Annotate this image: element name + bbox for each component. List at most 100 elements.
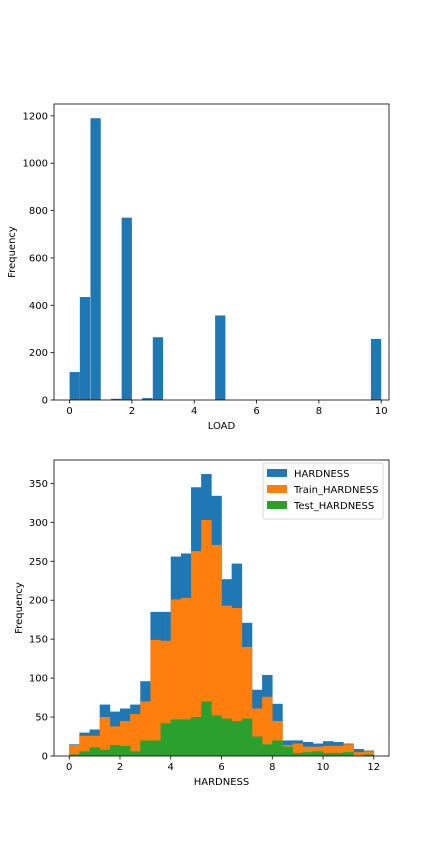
histogram-bar-test-hardness [343,752,354,756]
histogram-bar-train-hardness [231,608,243,756]
histogram-bar [79,296,91,400]
histogram-bar-test-hardness [69,754,80,756]
histogram-bar-train-hardness [150,639,161,756]
x-axis-label: LOAD [208,421,236,432]
histogram-bar-test-hardness [79,751,90,756]
histogram-bar [111,398,122,400]
legend-entry: HARDNESS [294,469,350,480]
histogram-bar-train-hardness [99,717,111,756]
y-tick-label: 300 [29,518,48,529]
legend-swatch [267,469,287,477]
x-tick-label: 10 [375,406,388,417]
histogram-bar-train-hardness [363,751,375,756]
histogram-bar-test-hardness [292,752,304,756]
x-tick-label: 4 [168,762,174,773]
histogram-bar [370,338,382,400]
y-tick-label: 200 [29,348,48,359]
y-tick-label: 800 [29,206,48,217]
histogram-bar-test-hardness [221,718,232,756]
histogram-bar-train-hardness [160,640,172,756]
x-tick-label: 6 [253,406,259,417]
histogram-bar-test-hardness [191,717,202,756]
histogram-bar-test-hardness [99,749,111,756]
y-tick-label: 400 [29,301,48,312]
x-tick-label: 0 [66,406,72,417]
legend-swatch [267,501,287,509]
histogram-bar-test-hardness [201,701,212,756]
y-tick-label: 100 [29,674,48,685]
x-axis-label: HARDNESS [194,777,250,788]
histogram-bar-test-hardness [89,747,100,756]
histogram-bar-test-hardness [272,740,283,756]
y-tick-label: 0 [42,396,48,407]
plot-frame [53,103,390,401]
load-histogram: 0 2 4 6 8 10 0 200 400 600 800 1000 1200 LOAD Frequenc… [7,103,390,432]
x-tick-label: 0 [66,762,72,773]
y-tick-label: 600 [29,253,48,264]
histogram-bar-test-hardness [312,751,324,756]
histogram-bar-train-hardness [211,544,222,756]
legend-entry: Train_HARDNESS [293,485,379,496]
y-tick-label: 200 [29,596,48,607]
y-axis-label: Frequency [7,226,18,278]
histogram-bar-test-hardness [231,720,243,756]
histogram-bar-train-hardness [353,752,364,756]
histogram-bar-train-hardness [140,701,151,756]
histogram-bar-train-hardness [251,708,263,756]
histogram-bar-train-hardness [292,743,304,756]
histogram-bar-train-hardness [323,745,334,756]
histogram-bar-train-hardness [262,696,273,756]
histogram-bar-test-hardness [262,744,273,756]
histogram-bar-test-hardness [241,718,253,756]
histogram-bar-train-hardness [69,745,80,756]
hardness-histogram: 0 2 4 6 8 10 12 0 50 100 150 200 250 300 350 HARDNESS Fr… [14,459,390,788]
histogram-bar-test-hardness [119,745,131,756]
legend: HARDNESS Train_HARDNESS Test_HARDNESS [262,462,384,520]
histogram-bar-test-hardness [160,723,172,756]
y-tick-label: 150 [29,635,48,646]
histogram-bar-train-hardness [272,720,283,756]
histogram-bar-test-hardness [302,752,314,756]
histogram-bar [142,398,153,400]
histogram-bar [215,315,226,400]
histogram-bar-test-hardness [282,746,293,756]
y-axis-label: Frequency [14,582,25,634]
histogram-bar-train-hardness [79,735,90,756]
histogram-bar-train-hardness [333,745,344,756]
histogram-bar-train-hardness [89,735,100,756]
x-tick-label: 4 [191,406,197,417]
legend-box [262,462,384,520]
legend-swatch [267,485,287,493]
histogram-bar-train-hardness [170,599,182,756]
x-tick-label: 6 [218,762,224,773]
histogram-bar-train-hardness [221,605,232,756]
histogram-bar-test-hardness [130,751,141,756]
histogram-bar-train-hardness [241,646,253,756]
x-tick-label: 2 [117,762,123,773]
y-tick-label: 250 [29,557,48,568]
y-tick-label: 1200 [23,111,48,122]
y-tick-label: 350 [29,479,48,490]
histogram-bar-test-hardness [363,754,375,756]
histogram-bar [121,217,132,400]
histogram-bar-train-hardness [180,597,192,756]
histogram-bar-test-hardness [140,740,151,756]
histogram-bar-train-hardness [343,744,354,756]
x-tick-label: 12 [367,762,380,773]
histogram-bar-test-hardness [211,715,222,756]
x-tick-label: 8 [316,406,322,417]
histogram-bar-test-hardness [150,740,161,756]
histogram-bar-test-hardness [109,745,121,756]
x-tick-label: 2 [129,406,135,417]
y-tick-label: 1000 [23,159,48,170]
histogram-bar-test-hardness [251,736,263,756]
histogram-bar-train-hardness [109,726,121,756]
histogram-bar-train-hardness [302,746,314,756]
histogram-bar [152,337,164,400]
histogram-bar-test-hardness [170,719,182,756]
y-tick-label: 50 [35,713,48,724]
x-tick-label: 10 [317,762,330,773]
histogram-bar-test-hardness [323,752,334,756]
histogram-bar-test-hardness [333,752,344,756]
